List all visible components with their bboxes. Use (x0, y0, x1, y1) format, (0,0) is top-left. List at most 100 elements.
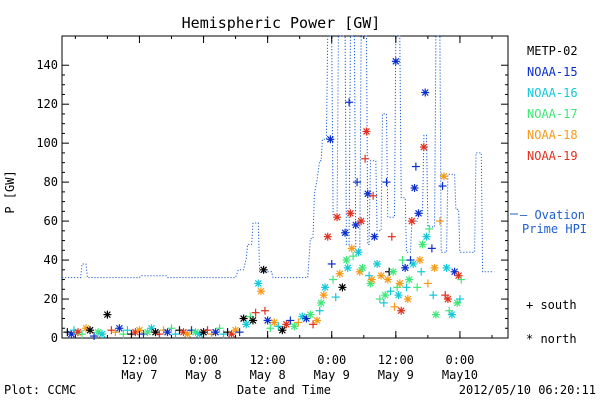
marker-stroke (367, 280, 374, 287)
marker-stroke (397, 307, 405, 315)
marker-stroke (411, 184, 418, 192)
plot-credit: Plot: CCMC (4, 383, 76, 397)
marker-stroke (347, 209, 354, 217)
point-noaa-16-south (429, 291, 438, 300)
point-noaa-16-south (417, 267, 426, 276)
marker-stroke (444, 295, 452, 303)
marker-stroke (336, 270, 344, 278)
marker-stroke (431, 264, 438, 272)
point-noaa-18-north (270, 318, 279, 327)
point-metp-02-north (259, 265, 268, 274)
point-noaa-15-north (211, 328, 220, 337)
marker-stroke (401, 264, 409, 272)
point-noaa-15-south (438, 182, 447, 191)
point-noaa-19-north (397, 306, 406, 315)
marker-stroke (257, 287, 265, 295)
marker-stroke (373, 260, 381, 268)
point-noaa-15-north (163, 328, 172, 337)
point-noaa-19-north (362, 127, 371, 136)
point-noaa-18-north (256, 287, 265, 296)
marker-stroke (389, 268, 397, 276)
point-noaa-18-north (347, 244, 356, 253)
point-noaa-18-north (395, 279, 404, 288)
point-noaa-15-north (391, 57, 400, 66)
point-noaa-15-north (401, 263, 410, 272)
marker-stroke (355, 248, 362, 256)
point-noaa-18-north (377, 271, 386, 280)
point-noaa-16-north (394, 291, 403, 300)
point-noaa-17-south (425, 224, 434, 233)
marker-stroke (282, 320, 290, 328)
point-noaa-15-south (235, 328, 244, 337)
point-noaa-15-north (450, 267, 459, 276)
marker-stroke (260, 266, 268, 274)
point-noaa-19-north (357, 217, 366, 226)
legend-entry-metp-02: METP-02 (527, 44, 578, 58)
point-noaa-17-north (317, 298, 326, 307)
point-metp-02-north (248, 316, 257, 325)
y-tick-label: 40 (44, 253, 58, 267)
marker-stroke (423, 233, 430, 241)
point-noaa-16-north (321, 283, 330, 292)
point-noaa-16-north (422, 232, 431, 241)
marker-stroke (326, 135, 334, 143)
point-noaa-17-south (215, 324, 224, 333)
point-noaa-19-south (260, 306, 269, 315)
point-noaa-15-south (327, 259, 336, 268)
point-noaa-16-south (386, 287, 395, 296)
marker-stroke (192, 328, 199, 336)
point-noaa-17-north (418, 240, 427, 249)
point-noaa-18-north (367, 275, 376, 284)
x-tick-label-time: 12:00 (250, 353, 286, 367)
marker-stroke (363, 128, 370, 135)
marker-stroke (74, 328, 82, 336)
point-noaa-18-north (383, 275, 392, 284)
marker-stroke (152, 328, 159, 336)
point-metp-02-north (151, 328, 160, 337)
marker-stroke (448, 311, 456, 319)
chart-title: Hemispheric Power [GW] (182, 14, 381, 32)
marker-stroke (415, 209, 422, 217)
x-tick-label-date: May 7 (121, 368, 157, 382)
legend-entry-noaa-19: NOAA-19 (527, 149, 578, 163)
point-noaa-15-south (345, 98, 354, 107)
point-noaa-19-north (74, 328, 83, 337)
point-noaa-19-south (155, 330, 164, 339)
marker-stroke (249, 317, 257, 324)
x-tick-label-date: May10 (442, 368, 478, 382)
marker-stroke (313, 317, 321, 324)
point-noaa-19-north (407, 217, 416, 226)
legend-entry-noaa-16: NOAA-16 (527, 86, 578, 100)
marker-stroke (212, 328, 219, 336)
point-noaa-16-south (123, 326, 132, 335)
point-noaa-18-north (335, 269, 344, 278)
marker-stroke (264, 317, 272, 324)
point-noaa-19-south (107, 326, 116, 335)
point-noaa-16-south (219, 330, 228, 339)
point-noaa-15-north (414, 209, 423, 218)
marker-stroke (136, 326, 143, 334)
marker-stroke (440, 172, 448, 180)
point-noaa-15-south (411, 162, 420, 171)
point-noaa-15-north (326, 135, 335, 144)
marker-stroke (317, 299, 325, 307)
marker-stroke (420, 143, 428, 151)
point-noaa-16-south (171, 330, 180, 339)
legend-entry-noaa-18: NOAA-18 (527, 128, 578, 142)
marker-stroke (333, 213, 341, 221)
marker-stroke (290, 322, 298, 330)
ovation-prime-hpi-series (62, 35, 494, 279)
point-noaa-18-north (319, 291, 328, 300)
point-noaa-16-north (254, 279, 263, 288)
point-noaa-18-north (430, 263, 439, 272)
x-axis-label: Date and Time (237, 383, 331, 397)
point-noaa-15-south (353, 178, 362, 187)
point-noaa-18-north (231, 326, 240, 335)
point-noaa-18-south (435, 217, 444, 226)
point-noaa-16-north (409, 259, 418, 268)
point-noaa-15-north (370, 232, 379, 241)
x-tick-label-date: May 8 (185, 368, 221, 382)
point-noaa-15-south (90, 332, 99, 341)
point-noaa-17-north (389, 267, 398, 276)
